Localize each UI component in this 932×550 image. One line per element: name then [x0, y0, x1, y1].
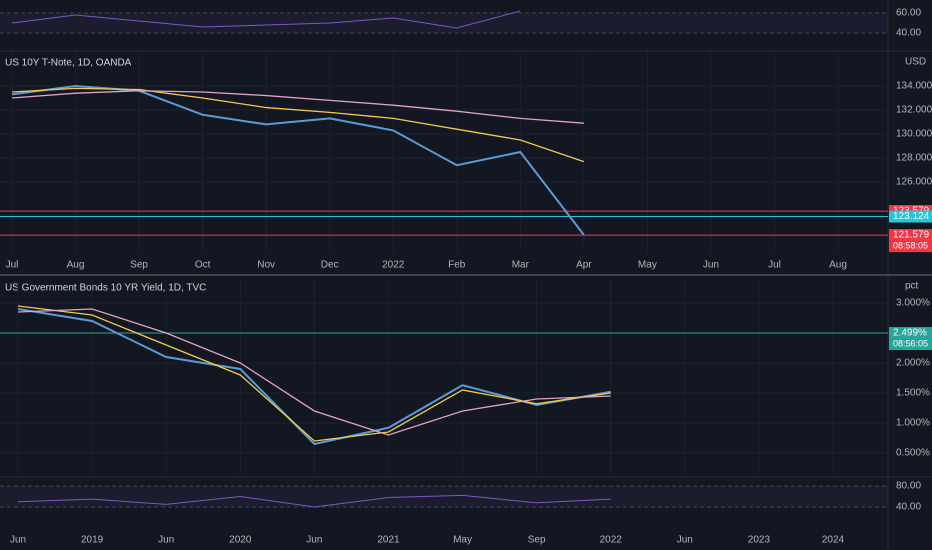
- y-tick-label: 134.000: [896, 81, 932, 92]
- price-tag: [889, 210, 932, 223]
- y-tick-label: 3.000%: [896, 298, 930, 309]
- x-tick-label: Feb: [448, 260, 466, 271]
- x-tick-label: 2024: [822, 535, 845, 546]
- series-line: [17, 305, 611, 442]
- x-tick-label: Jul: [768, 260, 781, 271]
- price-tag-label: 2.499%: [893, 328, 927, 339]
- series-line: [11, 90, 584, 124]
- y-tick-label: 128.000: [896, 153, 932, 164]
- series-line: [17, 307, 611, 446]
- y-tick-label: 80.00: [896, 481, 921, 492]
- x-tick-label: May: [638, 260, 657, 271]
- y-tick-label: 40.00: [896, 502, 921, 513]
- x-tick-label: Dec: [321, 260, 339, 271]
- chart-title: US 10Y T-Note, 1D, OANDA: [5, 58, 132, 69]
- x-tick-label: Sep: [130, 260, 148, 271]
- y-tick-label: 1.500%: [896, 388, 930, 399]
- x-tick-label: Oct: [195, 260, 211, 271]
- countdown: 08:58:05: [893, 240, 928, 250]
- x-tick-label: 2020: [229, 535, 252, 546]
- y-tick-label: 132.000: [896, 105, 932, 116]
- x-tick-label: 2022: [382, 260, 405, 271]
- series-line: [11, 87, 585, 163]
- x-tick-label: 2022: [600, 535, 623, 546]
- x-tick-label: Aug: [829, 260, 847, 271]
- x-tick-label: Jun: [677, 535, 693, 546]
- y-tick-label: 40.00: [896, 28, 921, 39]
- y-tick-label: 130.000: [896, 129, 932, 140]
- x-tick-label: Jun: [10, 535, 26, 546]
- price-tag: [889, 327, 932, 340]
- countdown-tag: [889, 241, 932, 253]
- unit-label: USD: [905, 57, 926, 68]
- x-tick-label: Jul: [6, 260, 19, 271]
- countdown-tag: [889, 339, 932, 351]
- rsi-band: [0, 13, 888, 33]
- y-tick-label: 2.000%: [896, 358, 930, 369]
- x-tick-label: Jun: [306, 535, 322, 546]
- x-tick-label: Jun: [703, 260, 719, 271]
- y-tick-label: 60.00: [896, 8, 921, 19]
- x-tick-label: Nov: [257, 260, 275, 271]
- unit-label: pct: [905, 281, 919, 292]
- series-line: [17, 494, 611, 508]
- x-tick-label: May: [453, 535, 472, 546]
- x-tick-label: Jun: [158, 535, 174, 546]
- x-tick-label: 2023: [748, 535, 771, 546]
- y-tick-label: 0.500%: [896, 448, 930, 459]
- series-line: [11, 10, 521, 29]
- series-line: [17, 308, 611, 436]
- x-tick-label: Apr: [576, 260, 592, 271]
- y-tick-label: 126.000: [896, 177, 932, 188]
- x-tick-label: 2019: [81, 535, 104, 546]
- y-tick-label: 1.000%: [896, 418, 930, 429]
- price-tag: [889, 229, 932, 242]
- x-tick-label: Mar: [512, 260, 530, 271]
- x-tick-label: Aug: [67, 260, 85, 271]
- countdown: 08:56:05: [893, 338, 928, 348]
- x-tick-label: Sep: [528, 535, 546, 546]
- chart-title: US Government Bonds 10 YR Yield, 1D, TVC: [5, 283, 206, 294]
- price-tag-label: 121.579: [893, 230, 930, 241]
- price-tag-label: 123.124: [893, 211, 930, 222]
- x-tick-label: 2021: [377, 535, 400, 546]
- rsi-band: [0, 485, 888, 507]
